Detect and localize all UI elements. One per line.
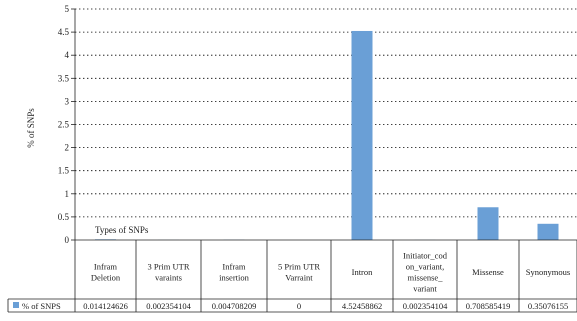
y-tick-label: 0 (65, 235, 70, 245)
y-tick-label: 2.5 (58, 120, 70, 130)
y-tick-label: 5 (65, 4, 70, 14)
table-value: 0.014124626 (83, 301, 128, 311)
category-label: insertion (219, 273, 249, 283)
category-label: Intron (352, 267, 374, 277)
category-label: Infram (222, 262, 246, 272)
bars (95, 30, 559, 241)
category-label: on_variant, (406, 262, 444, 272)
legend-label: % of SNPS (22, 301, 61, 311)
category-label: Synonymous (526, 267, 570, 277)
category-label: variant (413, 284, 437, 294)
legend-swatch (13, 302, 19, 308)
y-axis: 0 0.5 1 1.5 2 2.5 3 3.5 4 4.5 5 (58, 4, 76, 245)
y-tick-label: 2 (65, 143, 70, 153)
gridlines (75, 8, 577, 218)
category-label: missense_ (408, 273, 444, 283)
bar (537, 223, 559, 240)
table-value: 0.708585419 (466, 301, 511, 311)
table-value: 0.004708209 (212, 301, 257, 311)
table-value: 0.002354104 (403, 301, 448, 311)
y-axis-title: % of SNPs (26, 108, 36, 148)
y-tick-label: 4.5 (58, 27, 70, 37)
category-label: Missense (472, 267, 504, 277)
table-value: 0 (297, 301, 301, 311)
y-tick-label: 1.5 (58, 166, 70, 176)
bar (351, 30, 373, 241)
bar (477, 207, 499, 240)
x-axis-title: Types of SNPs (95, 225, 149, 235)
y-tick-label: 3 (65, 96, 70, 106)
category-label: varaints (155, 273, 182, 283)
category-label: Deletion (91, 273, 121, 283)
category-label: Varraint (285, 273, 313, 283)
category-label: Infram (94, 262, 118, 272)
y-tick-label: 3.5 (58, 73, 70, 83)
table-value: 4.52458862 (342, 301, 382, 311)
category-label: Initiator_cod (403, 251, 448, 261)
category-label: 3 Prim UTR (147, 262, 189, 272)
y-tick-label: 1 (65, 189, 70, 199)
category-label: 5 Prim UTR (278, 262, 320, 272)
y-tick-label: 4 (65, 50, 70, 60)
table-value: 0.002354104 (146, 301, 191, 311)
y-tick-label: 0.5 (58, 212, 70, 222)
table-value: 0.35076155 (528, 301, 568, 311)
